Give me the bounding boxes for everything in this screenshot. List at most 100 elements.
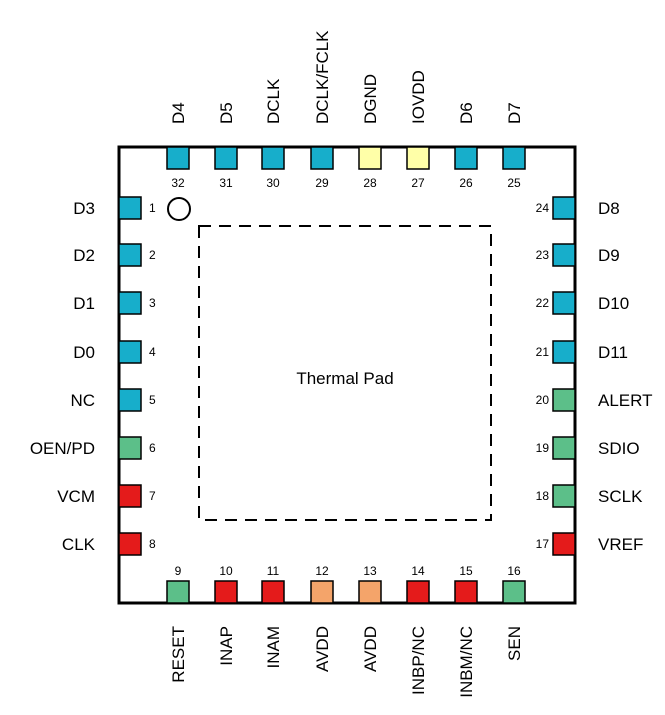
pin-pad-25 (502, 146, 526, 170)
pin-label-inbp-nc-14: INBP/NC (409, 626, 428, 695)
pin-label-nc-5: NC (70, 391, 95, 410)
pin-label-d6-26: D6 (457, 102, 476, 124)
pin-label-alert-20: ALERT (598, 391, 653, 410)
pin-label-inam-11: INAM (264, 626, 283, 669)
pin-pad-9 (166, 580, 190, 604)
pin-pad-20 (552, 388, 576, 412)
pin-number-5: 5 (149, 393, 156, 407)
pin-label-d10-22: D10 (598, 294, 629, 313)
pin-label-inbm-nc-15: INBM/NC (457, 626, 476, 698)
pin1-indicator-icon (167, 197, 191, 221)
pin-number-21: 21 (536, 345, 550, 359)
pin-pad-12 (310, 580, 334, 604)
pin-label-reset-9: RESET (169, 626, 188, 683)
pin-number-20: 20 (536, 393, 550, 407)
pin-label-d9-23: D9 (598, 246, 620, 265)
pin-number-30: 30 (266, 176, 280, 190)
pin-number-8: 8 (149, 537, 156, 551)
pin-pad-24 (552, 196, 576, 220)
pin-label-d0-4: D0 (73, 343, 95, 362)
pin-number-11: 11 (267, 564, 280, 578)
pin-number-16: 16 (507, 564, 521, 578)
pin-pad-19 (552, 436, 576, 460)
package-body (117, 145, 577, 605)
pin-pad-22 (552, 291, 576, 315)
pin-number-6: 6 (149, 441, 156, 455)
pin-number-10: 10 (219, 564, 233, 578)
pin-number-31: 31 (219, 176, 233, 190)
pin-pad-16 (502, 580, 526, 604)
pin-number-1: 1 (149, 201, 156, 215)
pin-pad-18 (552, 484, 576, 508)
pin-label-avdd-12: AVDD (313, 626, 332, 672)
pin-number-32: 32 (171, 176, 185, 190)
pin-pad-6 (118, 436, 142, 460)
pin-pad-7 (118, 484, 142, 508)
pin-number-9: 9 (175, 564, 182, 578)
pin-number-22: 22 (536, 296, 550, 310)
pin-number-27: 27 (411, 176, 425, 190)
pin-label-dclk-fclk-29: DCLK/FCLK (313, 30, 332, 124)
pin-pad-3 (118, 291, 142, 315)
pin-number-12: 12 (315, 564, 329, 578)
pin-label-d5-31: D5 (217, 102, 236, 124)
pin-number-4: 4 (149, 345, 156, 359)
pin-number-18: 18 (536, 489, 550, 503)
pin-pad-17 (552, 532, 576, 556)
pin-number-29: 29 (315, 176, 329, 190)
pin-number-28: 28 (363, 176, 377, 190)
pin-number-26: 26 (459, 176, 473, 190)
pin-label-d2-2: D2 (73, 246, 95, 265)
pins-group: 1 D3 2 D2 3 D1 4 D0 5 NC 6 OEN/PD 7 VCM 8 CLK 17 VREF 18 SC… (30, 30, 653, 698)
pin-number-2: 2 (149, 248, 156, 262)
pin-label-d3-1: D3 (73, 199, 95, 218)
thermal-pad-outline (198, 225, 492, 521)
pin-label-sdio-19: SDIO (598, 439, 640, 458)
pin-label-dclk-30: DCLK (264, 78, 283, 124)
pin-pad-27 (406, 146, 430, 170)
pin-label-d11-21: D11 (598, 343, 628, 362)
pin-pad-26 (454, 146, 478, 170)
pin-number-14: 14 (411, 564, 425, 578)
pin-label-sen-16: SEN (505, 626, 524, 661)
pin-pad-14 (406, 580, 430, 604)
pin-pad-2 (118, 243, 142, 267)
pin-number-25: 25 (507, 176, 521, 190)
pin-pad-1 (118, 196, 142, 220)
pin-number-23: 23 (536, 248, 550, 262)
pin-label-vref-17: VREF (598, 535, 643, 554)
pin-label-clk-8: CLK (62, 535, 96, 554)
pin-label-iovdd-27: IOVDD (409, 70, 428, 124)
pin-pad-31 (214, 146, 238, 170)
pin-number-24: 24 (536, 201, 550, 215)
pin-pad-15 (454, 580, 478, 604)
pin-label-oen-pd-6: OEN/PD (30, 439, 95, 458)
pin-number-3: 3 (149, 296, 156, 310)
pin-number-17: 17 (536, 537, 550, 551)
pin-pad-28 (358, 146, 382, 170)
pin-label-vcm-7: VCM (57, 487, 95, 506)
pin-pad-29 (310, 146, 334, 170)
pin-label-avdd-13: AVDD (361, 626, 380, 672)
pin-label-inap-10: INAP (217, 626, 236, 666)
pin-number-13: 13 (363, 564, 377, 578)
pin-label-d4-32: D4 (169, 102, 188, 124)
pin-label-dgnd-28: DGND (361, 74, 380, 124)
pin-pad-11 (261, 580, 285, 604)
pin-label-d7-25: D7 (505, 102, 524, 124)
pin-pad-23 (552, 243, 576, 267)
pin-label-d1-3: D1 (73, 294, 95, 313)
pin-pad-4 (118, 340, 142, 364)
pin-number-7: 7 (149, 489, 156, 503)
pin-label-sclk-18: SCLK (598, 487, 643, 506)
pin-pad-13 (358, 580, 382, 604)
pin-pad-5 (118, 388, 142, 412)
pin-pad-8 (118, 532, 142, 556)
pin-pad-21 (552, 340, 576, 364)
pin-pad-10 (214, 580, 238, 604)
thermal-pad-label: Thermal Pad (296, 369, 393, 388)
pin-pad-30 (261, 146, 285, 170)
pin-label-d8-24: D8 (598, 199, 620, 218)
pin-pad-32 (166, 146, 190, 170)
